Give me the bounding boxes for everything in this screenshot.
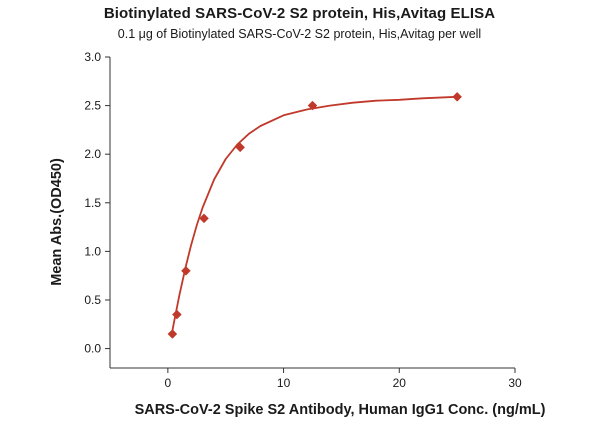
y-tick-label: 0.0 xyxy=(84,342,101,356)
data-point xyxy=(452,91,462,102)
y-axis-title: Mean Abs.(OD450) xyxy=(49,158,65,286)
data-point xyxy=(307,100,318,111)
y-tick-label: 2.5 xyxy=(84,99,101,113)
x-axis-title: SARS-CoV-2 Spike S2 Antibody, Human IgG1… xyxy=(135,402,546,418)
y-tick-label: 2.0 xyxy=(84,147,101,161)
x-tick-label: 30 xyxy=(508,376,522,390)
data-point xyxy=(167,329,178,339)
y-tick-label: 3.0 xyxy=(84,50,101,64)
fit-curve-line xyxy=(170,95,458,338)
y-tick-label: 1.0 xyxy=(84,244,101,258)
x-tick-label: 0 xyxy=(165,376,172,390)
fit-curve-layer xyxy=(170,95,458,338)
data-points-layer xyxy=(167,91,462,339)
data-point xyxy=(199,213,209,224)
data-point xyxy=(181,265,191,276)
y-tick-label: 1.5 xyxy=(84,196,101,210)
data-point xyxy=(172,309,182,320)
data-point xyxy=(235,142,246,153)
y-tick-label: 0.5 xyxy=(84,293,101,307)
x-tick-label: 10 xyxy=(277,376,291,390)
chart-title: Biotinylated SARS-CoV-2 S2 protein, His,… xyxy=(103,5,496,22)
x-tick-label: 20 xyxy=(393,376,407,390)
axes: 0.0 0.5 1.0 1.5 2.0 2.5 3.0 0 10 20 30 xyxy=(84,50,522,390)
chart-subtitle: 0.1 μg of Biotinylated SARS-CoV-2 S2 pro… xyxy=(117,27,482,41)
